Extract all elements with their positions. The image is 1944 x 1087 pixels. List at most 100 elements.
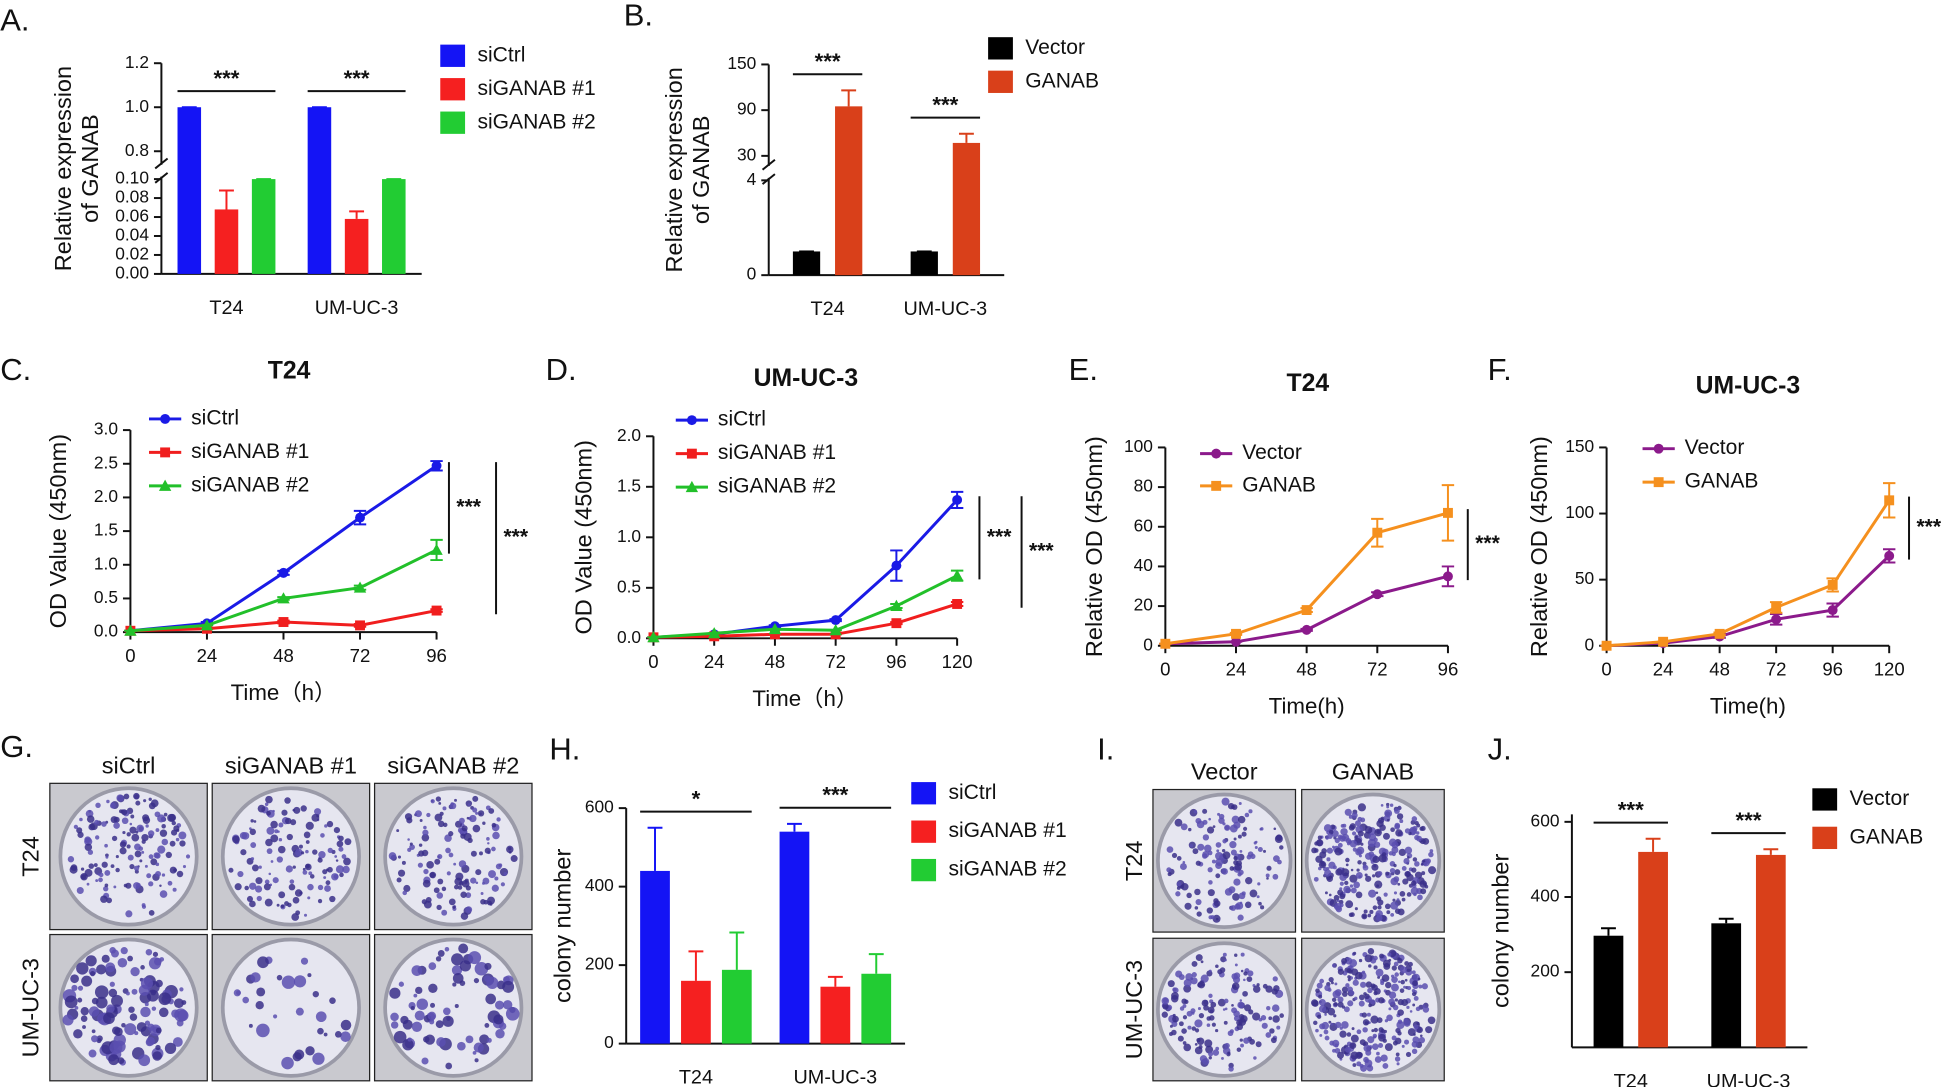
x-axis-label: Time(h)	[1710, 694, 1786, 719]
colony	[88, 823, 96, 831]
colony	[1227, 1051, 1231, 1055]
colony	[285, 865, 293, 873]
colony	[1231, 1003, 1234, 1007]
colony	[1360, 817, 1366, 823]
colony	[281, 1056, 294, 1070]
row-label: T24	[1121, 841, 1147, 882]
colony	[250, 972, 261, 983]
colony	[1349, 959, 1358, 968]
colony	[1258, 901, 1262, 906]
data-point	[1372, 527, 1383, 538]
colony	[169, 840, 176, 847]
error-bar	[958, 132, 974, 143]
colony	[1357, 830, 1364, 837]
colony	[1188, 827, 1192, 832]
bar	[952, 142, 981, 276]
colony	[272, 877, 279, 884]
colony	[110, 864, 115, 869]
colony	[1362, 914, 1367, 919]
y-tick-label: 90	[737, 99, 756, 119]
colony	[273, 1014, 278, 1019]
colony	[1404, 978, 1408, 982]
colony	[1201, 999, 1209, 1007]
colony	[1368, 964, 1372, 968]
colony	[294, 1049, 305, 1060]
colony	[1343, 885, 1351, 894]
colony	[151, 1006, 157, 1011]
bar	[344, 218, 369, 274]
colony	[104, 883, 109, 888]
colony	[413, 993, 418, 998]
bar	[1711, 923, 1742, 1048]
x-tick-label: T24	[1614, 1070, 1648, 1087]
colony	[126, 832, 131, 837]
colony	[1403, 1017, 1408, 1023]
colony	[1401, 999, 1409, 1006]
colony	[1352, 1063, 1357, 1067]
colony	[1243, 971, 1248, 976]
colony	[126, 844, 131, 849]
colony	[472, 795, 479, 802]
colony	[1180, 884, 1184, 889]
colony	[315, 1011, 327, 1023]
colony	[1212, 825, 1216, 829]
colony	[277, 845, 286, 854]
significance-label: ***	[987, 525, 1012, 548]
colony	[470, 877, 477, 884]
colony	[411, 965, 423, 976]
colony	[300, 851, 305, 855]
colony	[401, 860, 406, 865]
colony	[1388, 998, 1395, 1006]
data-point	[707, 627, 721, 639]
colony	[128, 1006, 135, 1013]
colony	[1367, 987, 1373, 994]
legend-swatch	[1812, 788, 1838, 811]
colony	[171, 820, 176, 826]
data-point	[952, 494, 963, 505]
colony	[100, 895, 108, 903]
colony	[1270, 1037, 1277, 1044]
bar	[177, 107, 202, 274]
colony	[125, 991, 130, 996]
data-point	[1827, 605, 1838, 616]
colony	[1382, 1063, 1389, 1069]
colony	[488, 808, 495, 814]
colony	[1393, 863, 1397, 868]
colony	[1372, 855, 1380, 864]
colony	[482, 881, 485, 885]
colony	[80, 1006, 89, 1016]
colony	[1191, 1026, 1197, 1031]
colony	[1356, 1029, 1362, 1035]
colony	[1246, 976, 1253, 983]
data-point	[124, 624, 137, 636]
colony	[155, 1027, 162, 1034]
colony	[144, 864, 148, 868]
column-label: siGANAB #2	[387, 752, 519, 778]
colony	[1396, 1062, 1400, 1066]
colony	[1364, 954, 1373, 963]
colony	[1233, 856, 1238, 861]
x-tick-label: 48	[765, 651, 786, 672]
colony	[1350, 1034, 1359, 1043]
colony	[155, 828, 160, 832]
colony	[1206, 907, 1213, 914]
colony	[67, 856, 75, 863]
bar	[214, 209, 239, 274]
colony	[1339, 887, 1343, 891]
colony	[477, 810, 485, 817]
colony	[417, 862, 423, 868]
colony	[1244, 1004, 1252, 1012]
colony	[343, 857, 351, 866]
colony	[1182, 1015, 1188, 1020]
colony	[1344, 1046, 1351, 1053]
y-tick-label: 0.5	[94, 587, 118, 607]
colony	[119, 847, 127, 855]
colony	[1207, 850, 1213, 856]
colony	[1191, 961, 1198, 967]
y-tick-label: 1.0	[94, 553, 118, 573]
colony	[1351, 812, 1358, 819]
colony	[129, 822, 133, 826]
x-tick-label: UM-UC-3	[793, 1067, 877, 1087]
y-tick-label: 0.10	[115, 168, 149, 188]
colony	[76, 886, 84, 894]
